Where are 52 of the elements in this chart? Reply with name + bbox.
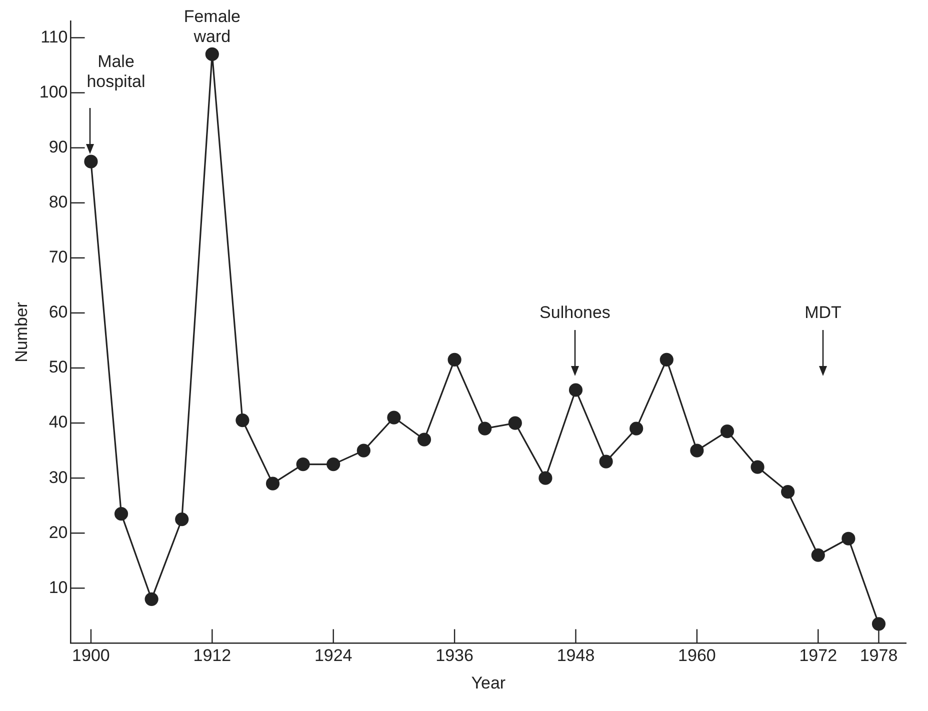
y-tick-label: 70 <box>48 248 68 267</box>
y-tick-label: 20 <box>48 522 68 542</box>
point <box>660 352 674 367</box>
y-tick-label: 50 <box>48 358 68 377</box>
y-tick-label: 100 <box>39 82 68 102</box>
point <box>114 507 128 521</box>
y-tick-label: 40 <box>48 412 68 432</box>
point <box>236 413 250 428</box>
point <box>296 458 310 472</box>
point <box>144 592 158 606</box>
point <box>750 460 764 474</box>
point <box>478 422 492 436</box>
x-tick-label: 1912 <box>193 646 232 666</box>
x-tick-label: 1960 <box>678 646 716 666</box>
y-tick-label: 90 <box>48 137 68 156</box>
x-tick-label: 1972 <box>799 646 838 666</box>
x-tick-label: 1978 <box>860 646 898 666</box>
point <box>417 432 432 446</box>
x-axis-title: Year <box>471 673 506 692</box>
annotation: Sulhones <box>538 303 612 323</box>
point <box>448 352 462 367</box>
point <box>175 512 189 526</box>
y-axis-title: Number <box>12 302 31 362</box>
point <box>872 617 886 631</box>
point <box>538 471 552 485</box>
point <box>508 416 522 430</box>
point <box>205 47 219 62</box>
annotation: MDT <box>804 303 842 323</box>
y-tick-label: 10 <box>48 578 68 597</box>
point <box>811 548 825 562</box>
point <box>356 444 370 458</box>
x-tick-label: 1936 <box>436 646 474 666</box>
point <box>387 410 401 424</box>
y-tick-label: 30 <box>48 468 68 487</box>
point <box>599 454 613 468</box>
y-tick-label: 60 <box>48 302 68 322</box>
annotation: Female ward <box>184 7 240 46</box>
x-tick-label: 1924 <box>314 646 352 666</box>
point <box>630 422 644 436</box>
point <box>568 383 583 397</box>
point <box>690 444 704 458</box>
point <box>781 485 795 499</box>
point <box>84 154 98 168</box>
annotation: Male hospital <box>86 52 146 91</box>
point <box>842 532 856 546</box>
point <box>326 458 340 472</box>
x-tick-label: 1948 <box>556 646 595 666</box>
y-tick-label: 110 <box>40 27 68 46</box>
y-tick-label: 80 <box>48 192 68 212</box>
point <box>720 424 734 438</box>
x-tick-label: 1900 <box>72 646 110 666</box>
point <box>266 476 280 490</box>
